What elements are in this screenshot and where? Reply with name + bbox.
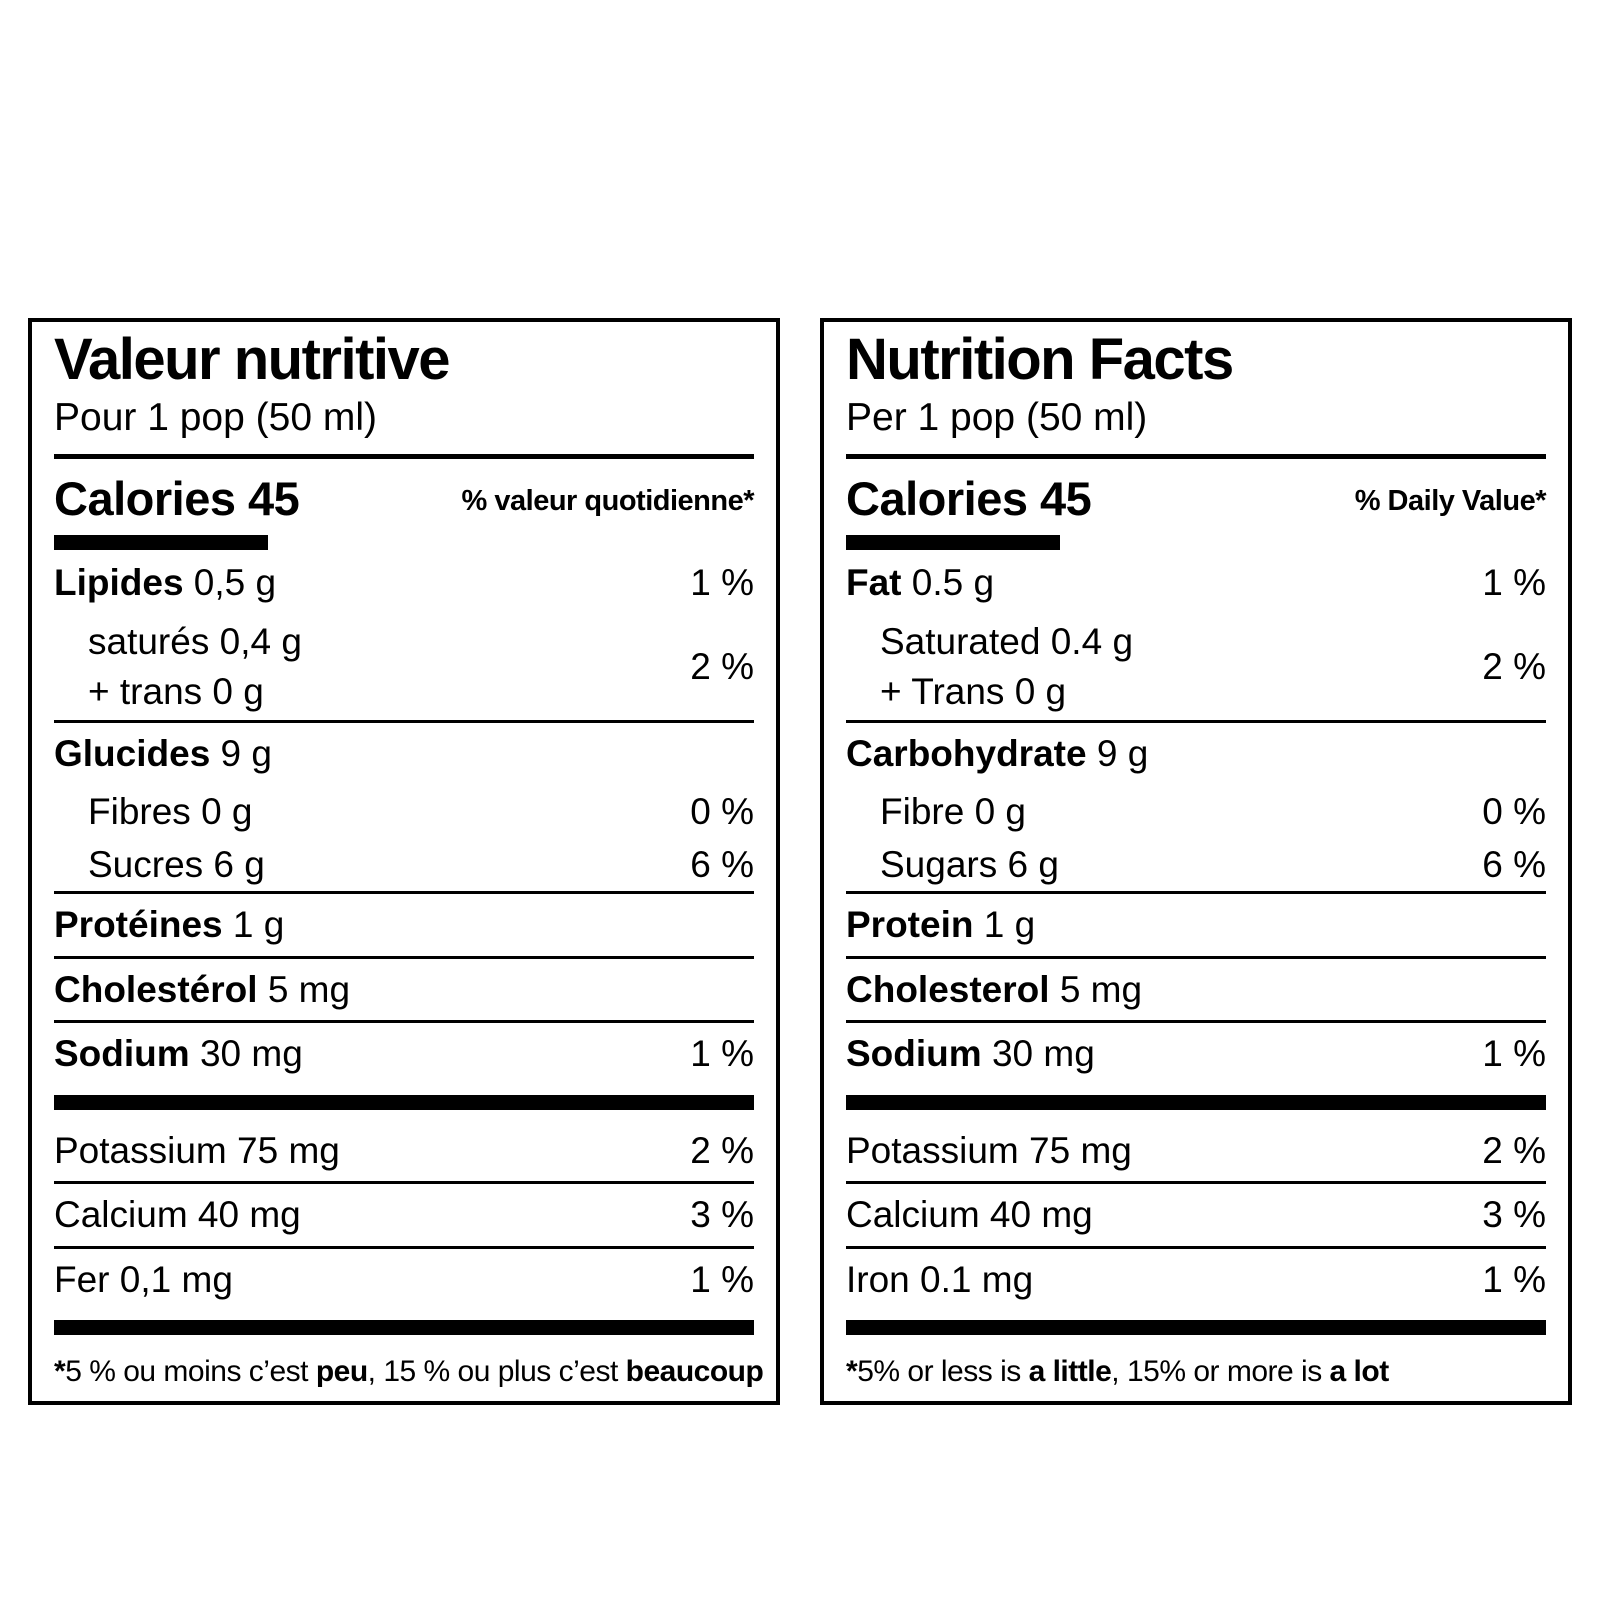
nutrient-subline: + Trans 0 g bbox=[880, 670, 1067, 712]
nutrient-name: Glucides 9 g bbox=[54, 733, 272, 775]
nutrient-sublines: Saturated 0.4 g + Trans 0 g bbox=[846, 621, 1133, 712]
nutrient-pct: 3 % bbox=[690, 1194, 754, 1236]
section-bar bbox=[846, 1320, 1546, 1336]
footnote-segment: * bbox=[54, 1355, 66, 1389]
daily-value-header: % Daily Value* bbox=[1354, 484, 1547, 517]
nutrition-panel-french: Valeur nutritive Pour 1 pop (50 ml) Calo… bbox=[28, 318, 780, 1406]
nutrient-name: Carbohydrate 9 g bbox=[846, 733, 1149, 775]
nutrient-row-protein: Protein 1 g bbox=[846, 891, 1546, 955]
nutrient-name: Lipides 0,5 g bbox=[54, 561, 277, 603]
nutrient-name: Fer 0,1 mg bbox=[54, 1258, 233, 1300]
nutrient-pct: 1 % bbox=[690, 1258, 754, 1300]
nutrient-pct: 0 % bbox=[1482, 790, 1546, 832]
calories-underbar bbox=[846, 534, 1060, 550]
nutrient-name: Cholesterol 5 mg bbox=[846, 968, 1143, 1010]
footnote-segment: 5 % ou moins c’est bbox=[65, 1355, 316, 1389]
footnote-segment: 5% or less is bbox=[857, 1355, 1029, 1389]
nutrient-name: Fibre 0 g bbox=[880, 790, 1027, 832]
footnote-segment: beaucoup bbox=[625, 1355, 764, 1389]
section-bar bbox=[54, 1094, 754, 1110]
nutrient-row-cholesterol: Cholesterol 5 mg bbox=[846, 955, 1546, 1020]
nutrition-labels: Valeur nutritive Pour 1 pop (50 ml) Calo… bbox=[28, 318, 1572, 1406]
footnote-segment: , 15% or more is bbox=[1111, 1355, 1330, 1389]
nutrient-row-fer: Fer 0,1 mg 1 % bbox=[54, 1245, 754, 1310]
nutrient-row-sodium: Sodium 30 mg 1 % bbox=[846, 1020, 1546, 1084]
nutrient-name: Calcium 40 mg bbox=[846, 1194, 1093, 1236]
nutrient-subline: saturés 0,4 g bbox=[88, 621, 302, 663]
nutrient-row-group: saturés 0,4 g + trans 0 g 2 % bbox=[54, 613, 754, 720]
nutrient-pct: 1 % bbox=[1482, 1258, 1546, 1300]
nutrient-name: Cholestérol 5 mg bbox=[54, 968, 351, 1010]
calories-underbar bbox=[54, 534, 268, 550]
nutrient-row-sucres: Sucres 6 g 6 % bbox=[54, 838, 754, 891]
nutrient-name: Sodium 30 mg bbox=[846, 1033, 1095, 1075]
nutrient-name: Fibres 0 g bbox=[88, 790, 253, 832]
nutrient-pct: 3 % bbox=[1482, 1194, 1546, 1236]
nutrient-pct: 0 % bbox=[690, 790, 754, 832]
nutrient-name: Potassium 75 mg bbox=[54, 1129, 340, 1171]
nutrient-row-sugars: Sugars 6 g 6 % bbox=[846, 838, 1546, 891]
calories-row: Calories 45 % valeur quotidienne* bbox=[54, 471, 755, 525]
nutrient-row-fibre: Fibre 0 g 0 % bbox=[846, 785, 1546, 838]
panel-title: Nutrition Facts bbox=[846, 327, 1234, 392]
panel-title: Valeur nutritive bbox=[54, 327, 451, 392]
footnote-segment: a lot bbox=[1329, 1355, 1390, 1389]
footnote: *5 % ou moins c’est peu, 15 % ou plus c’… bbox=[54, 1345, 764, 1389]
nutrient-pct: 1 % bbox=[1482, 1033, 1546, 1075]
nutrient-row-calcium: Calcium 40 mg 3 % bbox=[846, 1181, 1546, 1245]
nutrient-name: Fat 0.5 g bbox=[846, 561, 995, 603]
nutrient-name: Sucres 6 g bbox=[88, 843, 265, 885]
calories-row: Calories 45 % Daily Value* bbox=[846, 471, 1547, 525]
nutrient-pct: 2 % bbox=[690, 645, 754, 687]
nutrient-pct: 2 % bbox=[1482, 1129, 1546, 1171]
header-rule bbox=[846, 453, 1546, 459]
nutrient-row-cholest-rol: Cholestérol 5 mg bbox=[54, 955, 754, 1020]
nutrient-row-fibres: Fibres 0 g 0 % bbox=[54, 785, 754, 838]
nutrient-row-glucides: Glucides 9 g bbox=[54, 720, 754, 784]
daily-value-header: % valeur quotidienne* bbox=[461, 484, 755, 517]
nutrient-subline: + trans 0 g bbox=[88, 670, 264, 712]
nutrient-pct: 1 % bbox=[690, 561, 754, 603]
nutrient-row-potassium: Potassium 75 mg 2 % bbox=[54, 1120, 754, 1181]
serving-size: Pour 1 pop (50 ml) bbox=[54, 395, 377, 439]
serving-size: Per 1 pop (50 ml) bbox=[846, 395, 1148, 439]
nutrient-name: Sugars 6 g bbox=[880, 843, 1059, 885]
footnote-segment: a little bbox=[1028, 1355, 1112, 1389]
nutrient-name: Iron 0.1 mg bbox=[846, 1258, 1034, 1300]
nutrient-name: Calcium 40 mg bbox=[54, 1194, 301, 1236]
nutrition-panel-english: Nutrition Facts Per 1 pop (50 ml) Calori… bbox=[820, 318, 1572, 1406]
nutrient-sublines: saturés 0,4 g + trans 0 g bbox=[54, 621, 302, 712]
nutrient-pct: 1 % bbox=[1482, 561, 1546, 603]
nutrient-pct: 1 % bbox=[690, 1033, 754, 1075]
calories-value: Calories 45 bbox=[846, 471, 1092, 525]
nutrient-row-lipides: Lipides 0,5 g 1 % bbox=[54, 552, 754, 613]
nutrient-pct: 6 % bbox=[1482, 843, 1546, 885]
footnote-segment: * bbox=[846, 1355, 858, 1389]
nutrient-row-iron: Iron 0.1 mg 1 % bbox=[846, 1245, 1546, 1310]
nutrient-row-carbohydrate: Carbohydrate 9 g bbox=[846, 720, 1546, 784]
nutrient-row-fat: Fat 0.5 g 1 % bbox=[846, 552, 1546, 613]
nutrient-name: Protéines 1 g bbox=[54, 904, 285, 946]
nutrient-rows: Lipides 0,5 g 1 % saturés 0,4 g + trans 0 g… bbox=[54, 552, 754, 1345]
nutrient-pct: 2 % bbox=[690, 1129, 754, 1171]
nutrient-pct: 6 % bbox=[690, 843, 754, 885]
nutrient-pct: 2 % bbox=[1482, 645, 1546, 687]
nutrient-rows: Fat 0.5 g 1 % Saturated 0.4 g + Trans 0 g 2 … bbox=[846, 552, 1546, 1345]
nutrient-name: Potassium 75 mg bbox=[846, 1129, 1132, 1171]
nutrient-name: Sodium 30 mg bbox=[54, 1033, 303, 1075]
nutrient-row-calcium: Calcium 40 mg 3 % bbox=[54, 1181, 754, 1245]
footnote: *5% or less is a little, 15% or more is … bbox=[846, 1345, 1546, 1389]
nutrient-name: Protein 1 g bbox=[846, 904, 1036, 946]
nutrient-subline: Saturated 0.4 g bbox=[880, 621, 1134, 663]
header-rule bbox=[54, 453, 754, 459]
section-bar bbox=[846, 1094, 1546, 1110]
nutrient-row-prot-ines: Protéines 1 g bbox=[54, 891, 754, 955]
nutrient-row-sodium: Sodium 30 mg 1 % bbox=[54, 1020, 754, 1084]
nutrient-row-group: Saturated 0.4 g + Trans 0 g 2 % bbox=[846, 613, 1546, 720]
section-bar bbox=[54, 1320, 754, 1336]
footnote-segment: , 15 % ou plus c’est bbox=[367, 1355, 626, 1389]
nutrient-row-potassium: Potassium 75 mg 2 % bbox=[846, 1120, 1546, 1181]
footnote-segment: peu bbox=[315, 1355, 368, 1389]
calories-value: Calories 45 bbox=[54, 471, 300, 525]
